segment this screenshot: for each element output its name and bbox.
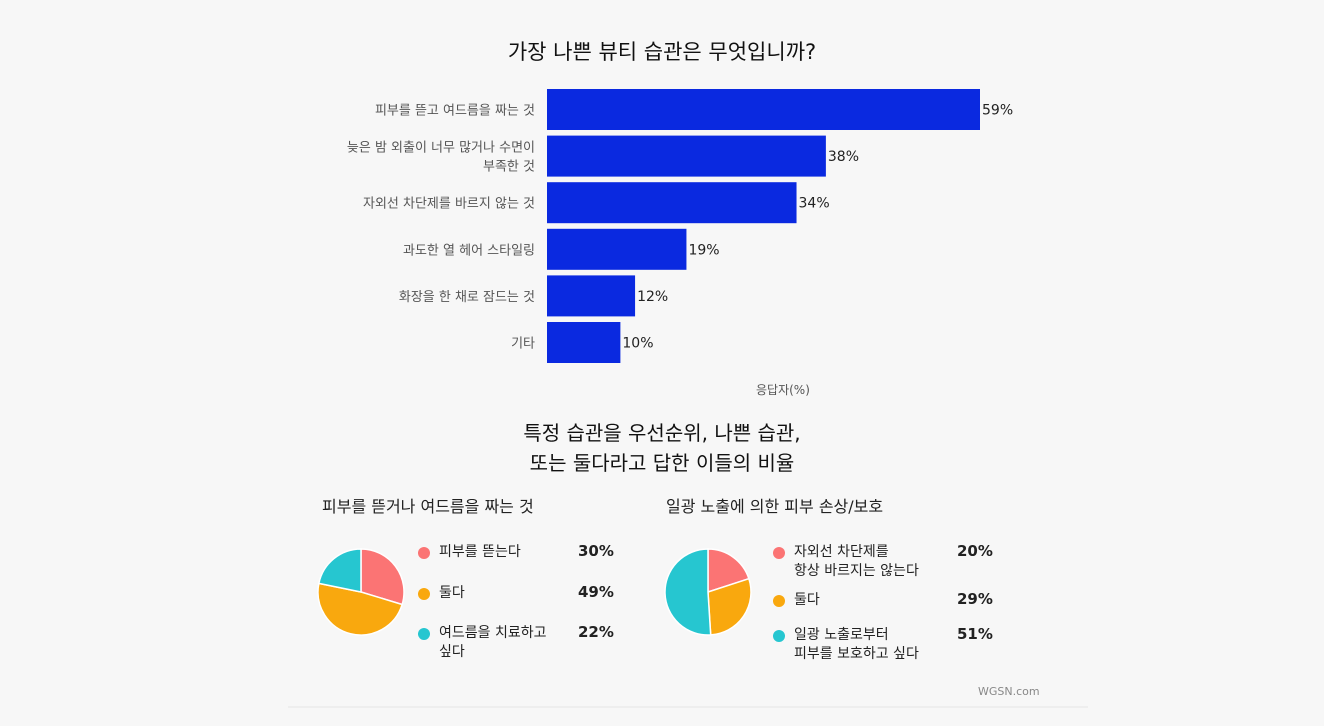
legend-dot-icon: [773, 547, 785, 559]
bar-value-label: 34%: [799, 196, 830, 212]
category-label: 자외선 차단제를 바르지 않는 것: [363, 197, 535, 212]
section-title-line2: 또는 둘다라고 답한 이들의 비율: [529, 451, 795, 475]
bar-value-label: 38%: [828, 149, 859, 165]
bar-value-label: 10%: [622, 336, 653, 352]
bar: [547, 228, 687, 270]
legend-label: 피부를 뜯는다: [439, 544, 521, 560]
bar-chart: 59% 피부를 뜯고 여드름을 짜는 것 38% 늦은 밤 외출이 너무 많거나 수면…: [347, 89, 1013, 363]
legend-label: 둘다: [439, 585, 465, 601]
legend-percent: 29%: [957, 590, 993, 608]
bar-chart-title: 가장 나쁜 뷰티 습관은 무엇입니까?: [507, 40, 817, 64]
legend-percent: 22%: [578, 623, 614, 641]
bar-value-label: 59%: [982, 103, 1013, 119]
legend-dot-icon: [418, 588, 430, 600]
legend-dot-icon: [418, 628, 430, 640]
legend-dot-icon: [418, 547, 430, 559]
legend-label: 여드름을 치료하고 싶다: [439, 625, 547, 660]
source-label: WGSN.com: [978, 685, 1040, 698]
pie-slice: [707, 577, 752, 636]
bar: [547, 275, 636, 317]
pie-chart-1: [317, 548, 405, 636]
legend-percent: 20%: [957, 542, 993, 560]
bar: [547, 135, 826, 177]
pie1-title: 피부를 뜯거나 여드름을 짜는 것: [322, 497, 534, 516]
category-label: 기타: [511, 337, 535, 352]
legend-label: 둘다: [794, 592, 820, 608]
pie2-title: 일광 노출에 의한 피부 손상/보호: [666, 497, 884, 516]
category-label: 과도한 열 헤어 스타일링: [403, 243, 535, 258]
divider: [288, 706, 1088, 708]
pie-slice: [360, 548, 405, 606]
legend-label: 자외선 차단제를 항상 바르지는 않는다: [794, 544, 919, 579]
category-label: 피부를 뜯고 여드름을 짜는 것: [375, 104, 535, 119]
legend-dot-icon: [773, 630, 785, 642]
legend-percent: 30%: [578, 542, 614, 560]
category-label: 늦은 밤 외출이 너무 많거나 수면이: [347, 141, 535, 156]
x-axis-label: 응답자(%): [756, 383, 810, 397]
bar-value-label: 12%: [637, 289, 668, 305]
bar: [547, 89, 980, 130]
category-label: 화장을 한 채로 잠드는 것: [399, 290, 535, 305]
pie-slice: [664, 548, 712, 636]
section-title-line1: 특정 습관을 우선순위, 나쁜 습관,: [523, 421, 801, 445]
category-label: 부족한 것: [483, 160, 535, 175]
legend-percent: 51%: [957, 625, 993, 643]
bar: [547, 182, 797, 224]
pie-slice: [317, 582, 404, 636]
pie-chart-2: [664, 548, 752, 636]
pie-slice: [317, 548, 362, 593]
legend-label: 일광 노출로부터 피부를 보호하고 싶다: [794, 627, 919, 662]
legend-dot-icon: [773, 595, 785, 607]
legend-percent: 49%: [578, 583, 614, 601]
bar-value-label: 19%: [688, 242, 719, 258]
bar: [547, 322, 621, 363]
